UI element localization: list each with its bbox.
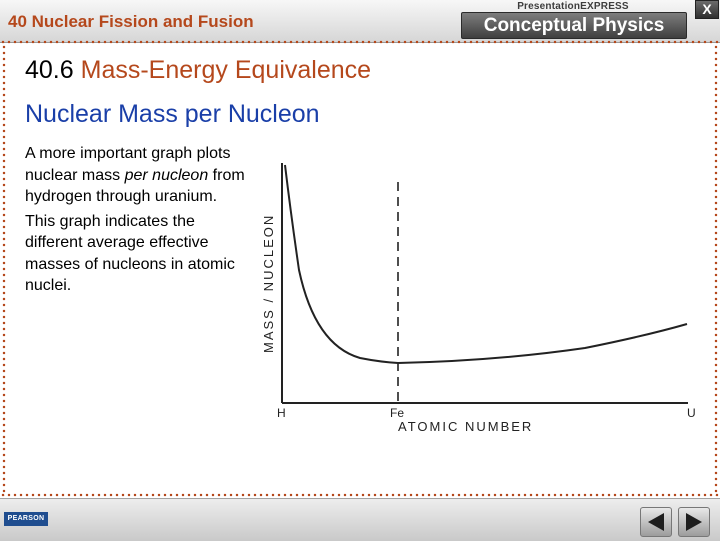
left-dotted-border — [2, 44, 6, 496]
footer-bar: PEARSON — [0, 498, 720, 541]
brand-conceptual-physics: Conceptual Physics — [461, 12, 687, 39]
right-dotted-border — [714, 44, 718, 496]
paragraph-1: A more important graph plots nuclear mas… — [25, 145, 245, 205]
y-axis-label: MASS / NUCLEON — [261, 214, 276, 353]
section-number: 40.6 — [25, 56, 74, 84]
pearson-logo: PEARSON — [4, 512, 48, 526]
paragraph-2: This graph indicates the different avera… — [25, 212, 235, 295]
tick-label-h: H — [277, 406, 286, 420]
next-slide-button[interactable] — [678, 507, 710, 537]
previous-slide-button[interactable] — [640, 507, 672, 537]
next-arrow-icon — [686, 513, 702, 531]
close-button[interactable]: X — [695, 0, 719, 19]
emphasis-per-nucleon: per nucleon — [124, 166, 209, 184]
previous-arrow-icon — [648, 513, 664, 531]
brand-presentation-express: PresentationEXPRESS — [517, 1, 629, 12]
header-bar: 40 Nuclear Fission and Fusion Presentati… — [0, 0, 720, 43]
body-text: A more important graph plots nuclear mas… — [25, 143, 250, 300]
mass-per-nucleon-graph: MASS / NUCLEON H Fe U ATOMIC NUMBER — [261, 163, 695, 434]
mass-per-nucleon-curve — [284, 164, 688, 365]
tick-label-u: U — [687, 406, 695, 420]
x-axis-label: ATOMIC NUMBER — [398, 419, 533, 434]
slide-subtitle: Nuclear Mass per Nucleon — [25, 100, 320, 128]
top-dotted-border — [0, 40, 720, 44]
section-title: 40.6 Mass-Energy Equivalence — [25, 56, 371, 85]
tick-label-fe: Fe — [390, 406, 404, 420]
chapter-title: 40 Nuclear Fission and Fusion — [8, 12, 254, 31]
section-title-text: Mass-Energy Equivalence — [80, 56, 372, 84]
bottom-dotted-border — [0, 493, 720, 497]
